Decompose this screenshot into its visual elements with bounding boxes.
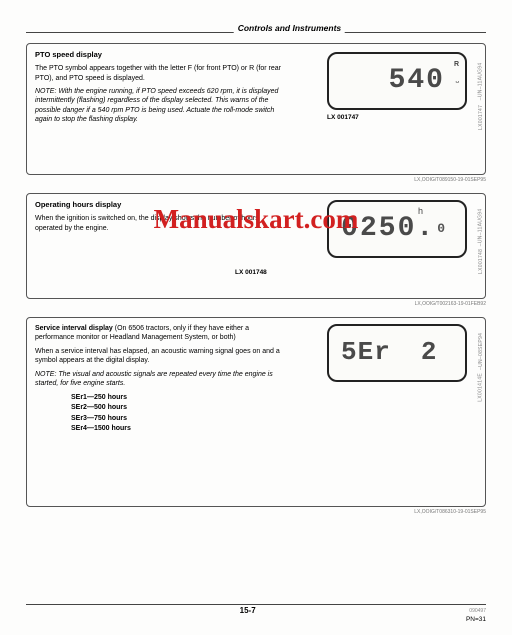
pto-sidecode-2: –UN–11AUG94 — [478, 63, 485, 101]
service-lcd-value-b: 2 — [421, 335, 438, 370]
section-hours: Operating hours display When the ignitio… — [26, 193, 486, 299]
interval-row: SEr1—250 hours — [71, 393, 283, 404]
hours-footer-code: LX,OOIG/T002163-19-01FEB92 — [26, 301, 486, 307]
section-service-body: Service interval display (On 6506 tracto… — [35, 324, 283, 435]
header-rule: Controls and Instruments — [26, 32, 486, 33]
hours-lcd-wrap: h 0250.0 — [327, 200, 467, 258]
hours-paragraph: When the ignition is switched on, the di… — [35, 214, 283, 233]
hours-sidecode-1: LX001748 — [478, 249, 485, 274]
pto-paragraph: The PTO symbol appears together with the… — [35, 64, 283, 83]
service-sidecode-2: –UN–08SEP94 — [478, 333, 485, 370]
hours-lx-code: LX 001748 — [235, 269, 283, 278]
interval-row: SEr2—500 hours — [71, 403, 283, 414]
pto-lcd-corner: R — [454, 60, 459, 69]
interval-row: SEr3—750 hours — [71, 414, 283, 425]
service-lcd: 5Er 2 — [327, 324, 467, 382]
pto-lx-code: LX 001747 — [327, 114, 467, 123]
section-pto: PTO speed display The PTO symbol appears… — [26, 43, 486, 175]
hours-sidecode-2: –UN–11AUG94 — [478, 209, 485, 247]
page-footer: 15-7 090497 PN=31 — [26, 604, 486, 623]
interval-row: SEr4—1500 hours — [71, 424, 283, 435]
service-footer-code: LX,OOIG/T086310-19-01SEP95 — [26, 509, 486, 515]
footer-pn: PN=31 — [26, 616, 486, 623]
pto-lcd-bracket: ⎵ — [456, 74, 459, 85]
service-title-bold: Service interval display — [35, 325, 113, 332]
pto-title: PTO speed display — [35, 50, 283, 60]
pto-footer-code: LX,OOIG/T089150-19-01SEP95 — [26, 177, 486, 183]
hours-title: Operating hours display — [35, 200, 283, 210]
service-paragraph: When a service interval has elapsed, an … — [35, 347, 283, 366]
pto-sidecode-1: LX001747 — [478, 105, 485, 130]
pto-note: NOTE: With the engine running, if PTO sp… — [35, 87, 283, 125]
footer-date: 090497 — [469, 608, 486, 614]
service-title-line: Service interval display (On 6506 tracto… — [35, 324, 283, 343]
pto-lcd-wrap: 540 R ⎵ LX 001747 — [327, 52, 467, 123]
hours-lcd-h: h — [418, 205, 423, 217]
hours-lcd-suffix: 0 — [437, 220, 445, 238]
service-sidecode-1: LX001414E — [478, 373, 485, 402]
section-hours-body: Operating hours display When the ignitio… — [35, 200, 283, 278]
page-header-title: Controls and Instruments — [234, 23, 345, 33]
page-number: 15-7 — [240, 606, 256, 615]
section-service: Service interval display (On 6506 tracto… — [26, 317, 486, 507]
pto-lcd: 540 R ⎵ — [327, 52, 467, 110]
pto-lcd-value: 540 — [389, 62, 445, 100]
service-note: NOTE: The visual and acoustic signals ar… — [35, 370, 283, 389]
section-pto-body: PTO speed display The PTO symbol appears… — [35, 50, 283, 125]
hours-lcd: h 0250.0 — [327, 200, 467, 258]
page-content: Controls and Instruments PTO speed displ… — [0, 0, 512, 515]
service-lcd-value-a: 5Er — [341, 335, 391, 370]
service-lcd-wrap: 5Er 2 — [327, 324, 467, 382]
service-interval-list: SEr1—250 hours SEr2—500 hours SEr3—750 h… — [71, 393, 283, 435]
